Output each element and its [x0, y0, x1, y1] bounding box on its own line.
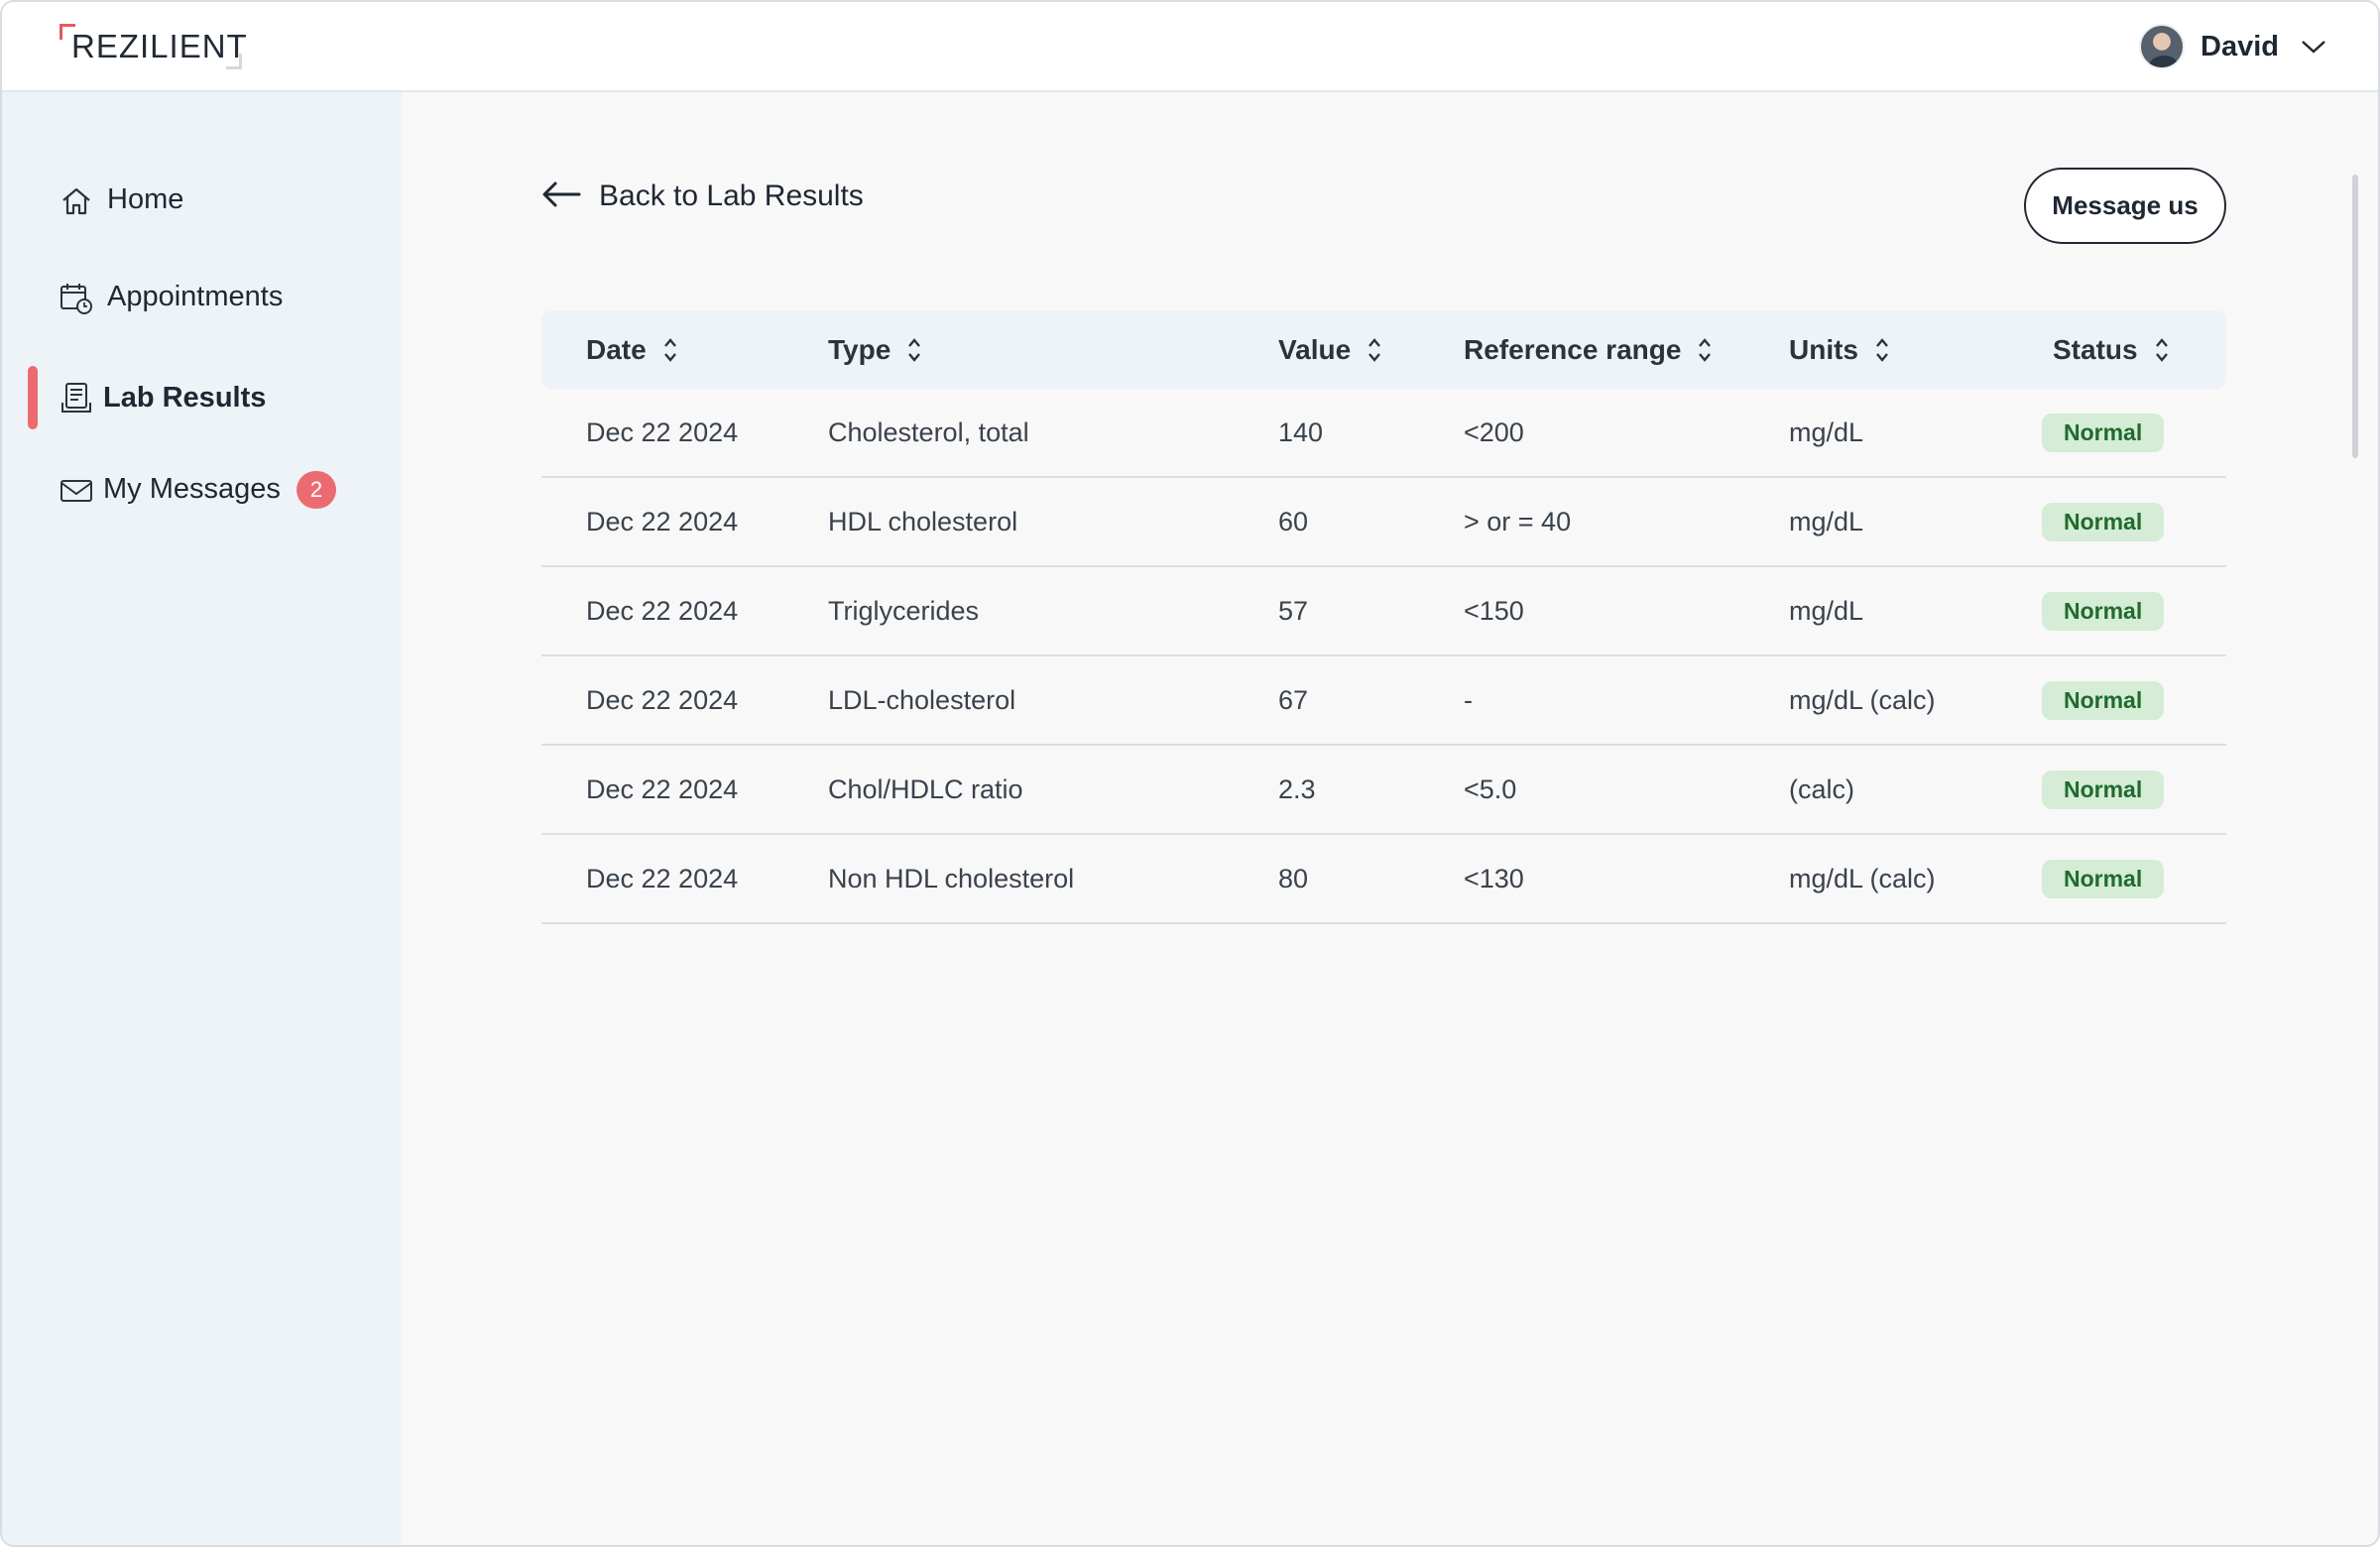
column-header-label: Reference range: [1464, 333, 1682, 365]
cell-type: Triglycerides: [828, 595, 980, 626]
logo-corner-mark: [226, 54, 242, 69]
column-header-value[interactable]: Value: [1278, 310, 1382, 389]
sidebar-item-appointments[interactable]: Appointments: [2, 265, 402, 328]
home-icon: [60, 184, 93, 218]
column-header-label: Status: [2053, 333, 2138, 365]
sidebar-item-label: Home: [107, 182, 184, 215]
lab-report-icon: [60, 381, 93, 415]
cell-type: LDL-cholesterol: [828, 684, 1016, 715]
cell-date: Dec 22 2024: [586, 684, 739, 715]
user-name[interactable]: David: [2201, 30, 2279, 62]
unread-count-badge: 2: [297, 471, 336, 509]
column-header-label: Value: [1278, 333, 1352, 365]
cell-reference-range: <200: [1464, 416, 1524, 447]
logo-corner-mark: [60, 24, 75, 40]
cell-type: Chol/HDLC ratio: [828, 774, 1023, 804]
cell-value: 57: [1278, 595, 1309, 626]
cell-reference-range: -: [1464, 684, 1473, 715]
cell-type: HDL cholesterol: [828, 506, 1018, 536]
cell-status: Normal: [2042, 746, 2165, 833]
cell-status: Normal: [2042, 567, 2165, 654]
cell-value: 60: [1278, 506, 1309, 536]
sort-icon: [663, 337, 676, 362]
column-header-units[interactable]: Units: [1789, 310, 1890, 389]
cell-reference-range: > or = 40: [1464, 506, 1572, 536]
column-header-reference-range[interactable]: Reference range: [1464, 310, 1713, 389]
cell-units: mg/dL (calc): [1789, 863, 1936, 893]
active-indicator: [28, 366, 38, 429]
sidebar-item-label: Lab Results: [103, 381, 267, 414]
message-us-button[interactable]: Message us: [2024, 168, 2226, 244]
sort-icon: [2155, 337, 2168, 362]
cell-date: Dec 22 2024: [586, 506, 739, 536]
cell-date: Dec 22 2024: [586, 774, 739, 804]
user-menu[interactable]: David: [2139, 22, 2326, 71]
cell-value: 140: [1278, 416, 1324, 447]
status-badge: Normal: [2042, 502, 2165, 541]
sidebar: Home Appointments: [2, 92, 402, 1545]
top-bar: REZILIENT David: [2, 2, 2378, 92]
arrow-left-icon: [541, 179, 581, 214]
cell-type: Cholesterol, total: [828, 416, 1029, 447]
cell-reference-range: <150: [1464, 595, 1524, 626]
sidebar-item-label: My Messages: [103, 472, 281, 505]
table-row: Dec 22 2024 Chol/HDLC ratio 2.3 <5.0 (ca…: [541, 746, 2226, 835]
envelope-icon: [60, 474, 93, 508]
back-to-lab-results-link[interactable]: Back to Lab Results: [541, 177, 864, 216]
back-link-label: Back to Lab Results: [599, 179, 864, 212]
calendar-clock-icon: [60, 282, 93, 315]
sidebar-item-label: Appointments: [107, 280, 284, 312]
table-row: Dec 22 2024 Triglycerides 57 <150 mg/dL …: [541, 567, 2226, 656]
avatar[interactable]: [2139, 24, 2186, 69]
cell-value: 80: [1278, 863, 1309, 893]
lab-results-table: Date Type Value Reference range Units St…: [541, 310, 2226, 924]
cell-reference-range: <5.0: [1464, 774, 1517, 804]
status-badge: Normal: [2042, 770, 2165, 809]
status-badge: Normal: [2042, 859, 2165, 898]
cell-date: Dec 22 2024: [586, 416, 739, 447]
cell-status: Normal: [2042, 656, 2165, 744]
column-header-status[interactable]: Status: [2053, 310, 2170, 389]
sidebar-item-home[interactable]: Home: [2, 168, 402, 231]
cell-units: mg/dL: [1789, 416, 1864, 447]
rezilient-logo[interactable]: REZILIENT: [60, 24, 247, 69]
cell-status: Normal: [2042, 835, 2165, 922]
table-row: Dec 22 2024 Non HDL cholesterol 80 <130 …: [541, 835, 2226, 924]
sort-icon: [1699, 337, 1712, 362]
cell-units: mg/dL: [1789, 506, 1864, 536]
logo-text: REZILIENT: [71, 28, 248, 64]
sort-icon: [1368, 337, 1381, 362]
cell-date: Dec 22 2024: [586, 595, 739, 626]
table-row: Dec 22 2024 Cholesterol, total 140 <200 …: [541, 389, 2226, 478]
status-badge: Normal: [2042, 680, 2165, 720]
chevron-down-icon[interactable]: [2301, 39, 2326, 55]
table-header: Date Type Value Reference range Units St…: [541, 310, 2226, 389]
sidebar-item-lab-results[interactable]: Lab Results: [2, 354, 402, 441]
status-badge: Normal: [2042, 591, 2165, 631]
cell-units: mg/dL (calc): [1789, 684, 1936, 715]
cell-units: (calc): [1789, 774, 1854, 804]
cell-date: Dec 22 2024: [586, 863, 739, 893]
vertical-scrollbar[interactable]: [2352, 175, 2358, 458]
sidebar-item-my-messages[interactable]: My Messages 2: [2, 457, 402, 521]
cell-status: Normal: [2042, 478, 2165, 565]
column-header-label: Type: [828, 333, 892, 365]
sort-icon: [1876, 337, 1888, 362]
table-row: Dec 22 2024 HDL cholesterol 60 > or = 40…: [541, 478, 2226, 567]
sort-icon: [908, 337, 921, 362]
column-header-date[interactable]: Date: [586, 310, 678, 389]
column-header-label: Date: [586, 333, 647, 365]
cell-units: mg/dL: [1789, 595, 1864, 626]
cell-status: Normal: [2042, 389, 2165, 476]
cell-type: Non HDL cholesterol: [828, 863, 1075, 893]
column-header-label: Units: [1789, 333, 1858, 365]
cell-value: 2.3: [1278, 774, 1316, 804]
status-badge: Normal: [2042, 413, 2165, 452]
cell-reference-range: <130: [1464, 863, 1524, 893]
table-row: Dec 22 2024 LDL-cholesterol 67 - mg/dL (…: [541, 656, 2226, 746]
cell-value: 67: [1278, 684, 1309, 715]
column-header-type[interactable]: Type: [828, 310, 922, 389]
